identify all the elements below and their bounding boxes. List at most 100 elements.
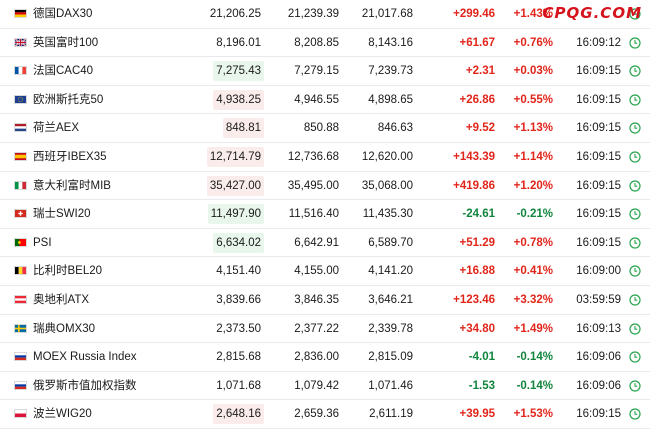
index-name[interactable]: 瑞典OMX30 <box>33 322 95 335</box>
index-name[interactable]: 英国富时100 <box>33 36 99 49</box>
high-price: 6,642.91 <box>294 236 339 249</box>
table-row[interactable]: 欧洲斯托克50 4,938.25 4,946.55 4,898.65 +26.86 +0.… <box>0 86 650 115</box>
index-name[interactable]: 俄罗斯市值加权指数 <box>33 379 137 392</box>
update-time: 16:09:15 <box>576 150 621 163</box>
last-price: 7,275.43 <box>213 61 264 82</box>
change-value: +9.52 <box>465 122 495 135</box>
change-value: -1.53 <box>468 379 495 392</box>
low-price: 11,435.30 <box>362 208 413 221</box>
high-price: 35,495.00 <box>287 179 339 192</box>
clock-icon <box>629 265 641 277</box>
table-row[interactable]: MOEX Russia Index 2,815.68 2,836.00 2,815.0… <box>0 343 650 372</box>
index-name[interactable]: 荷兰AEX <box>33 122 80 135</box>
high-price: 7,279.15 <box>294 65 339 78</box>
index-name[interactable]: 法国CAC40 <box>33 65 94 78</box>
change-value: +123.46 <box>453 293 495 306</box>
high-price: 8,208.85 <box>294 36 339 49</box>
change-percent: +1.49% <box>513 322 553 335</box>
flag-ru-icon <box>14 380 27 390</box>
clock-icon <box>629 179 641 192</box>
last-price: 2,373.50 <box>216 322 261 335</box>
last-price: 2,815.68 <box>216 351 261 364</box>
high-price: 11,516.40 <box>288 208 339 221</box>
clock-icon <box>629 380 641 392</box>
update-time: 16:09:12 <box>576 36 621 49</box>
clock-icon <box>629 322 641 335</box>
index-name[interactable]: 意大利富时MIB <box>33 179 111 192</box>
update-time: 16:09:15 <box>576 408 621 421</box>
change-percent: +1.14% <box>513 150 553 163</box>
table-row[interactable]: 比利时BEL20 4,151.40 4,155.00 4,141.20 +16.88 +0… <box>0 257 650 286</box>
index-name[interactable]: 德国DAX30 <box>33 8 93 20</box>
flag-ru-icon <box>14 352 27 362</box>
update-time: 16:09:00 <box>576 265 621 278</box>
update-time: 16:09:15 <box>576 122 621 135</box>
clock-icon <box>629 122 641 134</box>
flag-gb-icon <box>14 37 27 47</box>
table-row[interactable]: 波兰WIG20 2,648.16 2,659.36 2,611.19 +39.95 +1.… <box>0 400 650 429</box>
last-price: 1,071.68 <box>216 379 261 392</box>
high-price: 850.88 <box>303 122 339 135</box>
high-price: 2,377.22 <box>294 322 339 335</box>
high-price: 2,659.36 <box>294 408 339 421</box>
flag-de-icon <box>14 9 27 18</box>
update-time: 16:09:06 <box>576 379 621 392</box>
flag-pt-icon <box>14 237 27 247</box>
change-percent: +1.43% <box>513 8 553 20</box>
low-price: 4,141.20 <box>368 265 413 278</box>
index-name[interactable]: 欧洲斯托克50 <box>33 93 104 106</box>
low-price: 3,646.21 <box>368 293 413 306</box>
change-percent: +0.78% <box>513 236 553 249</box>
index-name[interactable]: 西班牙IBEX35 <box>33 150 107 163</box>
change-percent: -0.21% <box>516 208 553 221</box>
table-row[interactable]: 意大利富时MIB 35,427.00 35,495.00 35,068.00 +419.… <box>0 172 650 201</box>
update-time: 16:09:15 <box>576 93 621 106</box>
change-value: +26.86 <box>459 93 496 106</box>
change-value: +299.46 <box>453 8 495 20</box>
change-percent: +1.20% <box>513 179 553 192</box>
table-row[interactable]: 奥地利ATX 3,839.66 3,846.35 3,646.21 +123.46 +3.… <box>0 286 650 315</box>
table-row[interactable]: 西班牙IBEX35 12,714.79 12,736.68 12,620.00 +143… <box>0 143 650 172</box>
change-value: +61.67 <box>459 36 496 49</box>
update-time: 16:09:06 <box>576 351 621 364</box>
flag-be-icon <box>14 266 27 276</box>
table-row[interactable]: 俄罗斯市值加权指数 1,071.68 1,079.42 1,071.46 -1.53 -0… <box>0 372 650 401</box>
low-price: 35,068.00 <box>361 179 413 192</box>
change-value: -24.61 <box>462 208 495 221</box>
flag-fr-icon <box>14 66 27 76</box>
table-row[interactable]: 德国DAX30 21,206.25 21,239.39 21,017.68 +299.4… <box>0 0 650 29</box>
table-row[interactable]: 法国CAC40 7,275.43 7,279.15 7,239.73 +2.31 +0.0… <box>0 57 650 86</box>
change-percent: -0.14% <box>516 351 553 364</box>
high-price: 12,736.68 <box>287 150 339 163</box>
clock-icon <box>629 294 641 306</box>
table-row[interactable]: 瑞典OMX30 2,373.50 2,377.22 2,339.78 +34.80 +1.… <box>0 315 650 344</box>
low-price: 8,143.16 <box>368 36 413 49</box>
clock-icon <box>629 351 641 363</box>
table-row[interactable]: 荷兰AEX 848.81 850.88 846.63 +9.52 +1.13% 16:09:… <box>0 114 650 143</box>
flag-eu-icon <box>14 94 27 104</box>
change-value: -4.01 <box>468 351 495 364</box>
table-row[interactable]: PSI 6,634.02 6,642.91 6,589.70 +51.29 +0.78% 1… <box>0 229 650 258</box>
low-price: 2,815.09 <box>368 351 413 364</box>
low-price: 7,239.73 <box>368 65 413 78</box>
table-row[interactable]: 瑞士SWI20 11,497.90 11,516.40 11,435.30 -24.61… <box>0 200 650 229</box>
flag-es-icon <box>14 151 27 161</box>
index-name[interactable]: 瑞士SWI20 <box>33 208 91 221</box>
last-price: 12,714.79 <box>206 146 264 167</box>
index-name[interactable]: 比利时BEL20 <box>33 265 103 278</box>
change-value: +39.95 <box>459 408 496 421</box>
flag-se-icon <box>14 323 27 333</box>
change-percent: +3.32% <box>513 293 553 306</box>
high-price: 1,079.42 <box>294 379 339 392</box>
change-value: +51.29 <box>459 236 496 249</box>
high-price: 3,846.35 <box>294 293 339 306</box>
index-name[interactable]: MOEX Russia Index <box>33 351 137 364</box>
clock-icon <box>629 151 641 163</box>
index-name[interactable]: 奥地利ATX <box>33 293 90 306</box>
index-name[interactable]: PSI <box>33 236 52 249</box>
index-name[interactable]: 波兰WIG20 <box>33 408 92 421</box>
low-price: 6,589.70 <box>368 236 413 249</box>
change-value: +419.86 <box>453 179 495 192</box>
table-row[interactable]: 英国富时100 8,196.01 8,208.85 8,143.16 +61.67 +0.… <box>0 29 650 58</box>
clock-icon <box>629 8 641 20</box>
